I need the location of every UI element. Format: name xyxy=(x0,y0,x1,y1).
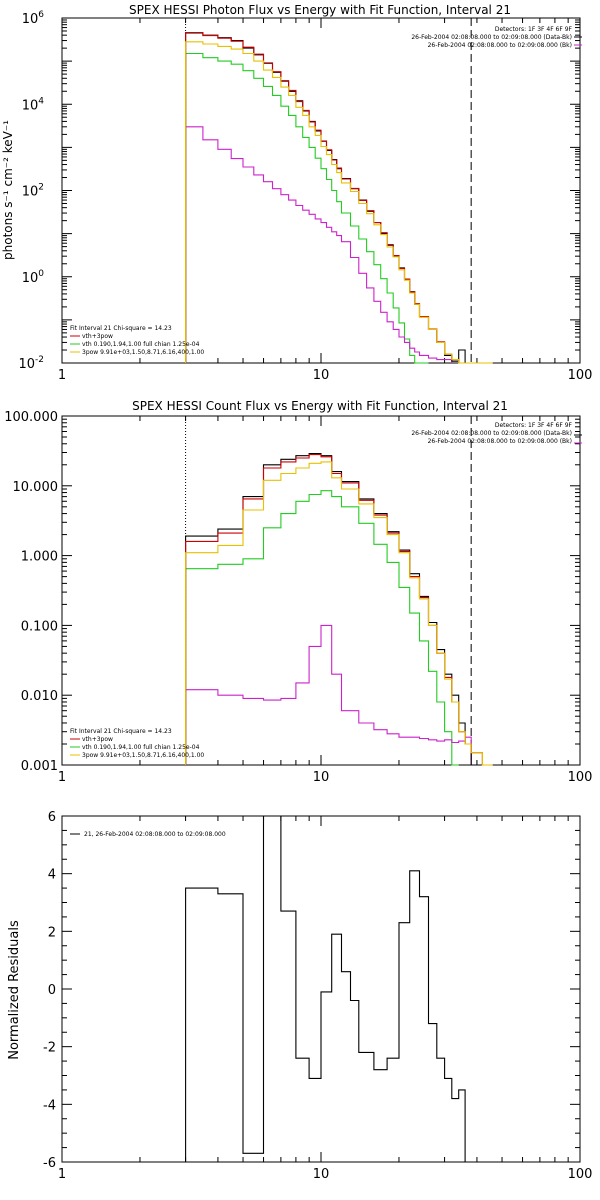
y-tick-label: 104 xyxy=(22,96,45,113)
fit-interval-label: Fit Interval 21 Chi-square = 14.23 xyxy=(70,728,172,735)
y-tick-label: 6 xyxy=(48,810,56,825)
y-tick-label: -2 xyxy=(43,1041,56,1056)
photon-flux-title: SPEX HESSI Photon Flux vs Energy with Fi… xyxy=(129,3,511,17)
residuals-legend-label: 21, 26-Feb-2004 02:08:08.000 to 02:09:08… xyxy=(84,831,226,838)
x-tick-label: 100 xyxy=(568,368,593,383)
legend-data-bk-label: 26-Feb-2004 02:08:08.000 to 02:09:08.000… xyxy=(411,34,572,41)
y-tick-label: 1.000 xyxy=(21,550,58,565)
y-tick-label: 10-2 xyxy=(18,355,44,372)
y-tick-label: 0.010 xyxy=(21,689,58,704)
y-tick-label: -4 xyxy=(43,1098,56,1113)
count-flux-legend-bottom: Fit Interval 21 Chi-square = 14.23 vth+3… xyxy=(70,728,204,759)
residuals-axes: 1 10 100 -6 -4 -2 0 2 4 6 xyxy=(43,810,592,1182)
legend-3pow-label: 3pow 9.91e+03,1.50,8.71,6.16,400,1.00 xyxy=(82,752,204,759)
y-tick-label: 106 xyxy=(22,10,45,27)
fit-interval-label: Fit Interval 21 Chi-square = 14.23 xyxy=(70,325,172,332)
x-tick-label: 1 xyxy=(58,368,66,383)
legend-vth-3pow-label: vth+3pow xyxy=(82,736,113,743)
series-3pow xyxy=(185,41,493,364)
legend-vth-label: vth 0.190,1.94,1.00 full chian 1.25e-04 xyxy=(82,341,200,348)
x-tick-label: 1 xyxy=(58,1167,66,1182)
y-tick-label: 0 xyxy=(48,983,56,998)
legend-vth-3pow-label: vth+3pow xyxy=(82,333,113,340)
y-tick-label: 4 xyxy=(48,868,56,883)
series-vth xyxy=(185,490,459,766)
series-vth xyxy=(185,52,429,364)
count-flux-title: SPEX HESSI Count Flux vs Energy with Fit… xyxy=(132,399,508,413)
plot-frame xyxy=(61,415,581,766)
x-tick-label: 100 xyxy=(568,1167,593,1182)
plot-frame xyxy=(61,815,581,1163)
legend-vth-label: vth 0.190,1.94,1.00 full chian 1.25e-04 xyxy=(82,744,200,751)
y-tick-label: -6 xyxy=(43,1156,56,1171)
count-flux-legend-top: Detectors: 1F 3F 4F 6F 9F 26-Feb-2004 02… xyxy=(411,422,582,445)
photon-flux-panel: SPEX HESSI Photon Flux vs Energy with Fi… xyxy=(1,3,592,383)
photon-flux-series xyxy=(185,31,493,364)
legend-data-bk-label: 26-Feb-2004 02:08:08.000 to 02:09:08.000… xyxy=(411,430,572,437)
series-3pow xyxy=(185,461,493,766)
residuals-ylabel: Normalized Residuals xyxy=(7,920,22,1060)
series-vth-3pow xyxy=(185,31,493,364)
legend-3pow-label: 3pow 9.91e+03,1.50,8.71,6.16,400,1.00 xyxy=(82,349,204,356)
y-tick-label: 10.000 xyxy=(13,480,59,495)
series-vth-3pow xyxy=(185,454,493,766)
x-tick-label: 10 xyxy=(313,368,330,383)
photon-flux-legend-bottom: Fit Interval 21 Chi-square = 14.23 vth+3… xyxy=(70,325,204,356)
photon-flux-ylabel: photons s⁻¹ cm⁻² keV⁻¹ xyxy=(1,120,15,260)
y-tick-label: 2 xyxy=(48,925,56,940)
legend-bk-label: 26-Feb-2004 02:08:08.000 to 02:09:08.000… xyxy=(428,42,572,49)
series-background xyxy=(185,624,472,765)
x-tick-label: 1 xyxy=(58,770,66,785)
count-flux-series xyxy=(185,452,493,766)
x-tick-label: 10 xyxy=(313,770,330,785)
count-flux-panel: SPEX HESSI Count Flux vs Energy with Fit… xyxy=(4,399,592,785)
legend-bk-label: 26-Feb-2004 02:08:08.000 to 02:09:08.000… xyxy=(428,438,572,445)
residuals-panel: Normalized Residuals 1 10 100 -6 -4 -2 0 2 4 6 21… xyxy=(7,810,592,1182)
series-total xyxy=(185,815,472,1163)
detectors-label: Detectors: 1F 3F 4F 6F 9F xyxy=(495,422,573,429)
x-tick-label: 10 xyxy=(313,1167,330,1182)
residuals-series xyxy=(185,815,472,1163)
detectors-label: Detectors: 1F 3F 4F 6F 9F xyxy=(495,26,573,33)
residuals-legend: 21, 26-Feb-2004 02:08:08.000 to 02:09:08… xyxy=(70,831,226,838)
series-background xyxy=(185,126,453,363)
y-tick-label: 100 xyxy=(22,269,45,286)
y-tick-label: 102 xyxy=(22,183,44,200)
series-total xyxy=(185,32,466,363)
y-tick-label: 0.001 xyxy=(21,759,58,774)
y-tick-label: 0.100 xyxy=(21,619,58,634)
x-tick-label: 100 xyxy=(568,770,593,785)
plot-frame xyxy=(61,17,581,364)
y-tick-label: 100.000 xyxy=(4,410,58,425)
photon-flux-legend-top: Detectors: 1F 3F 4F 6F 9F 26-Feb-2004 02… xyxy=(411,26,582,49)
